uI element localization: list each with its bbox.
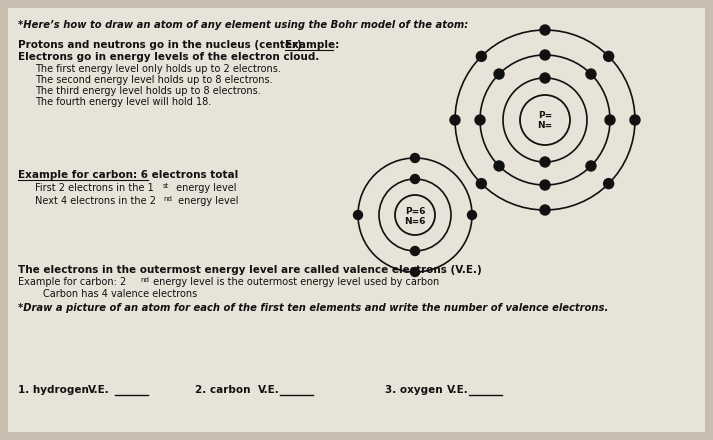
Circle shape [476,179,486,189]
Text: 1. hydrogen: 1. hydrogen [18,385,89,395]
Text: V.E.: V.E. [88,385,110,395]
Circle shape [540,73,550,83]
Circle shape [411,175,419,183]
Circle shape [520,95,570,145]
Circle shape [586,161,596,171]
Text: 3. oxygen: 3. oxygen [385,385,443,395]
Text: The third energy level holds up to 8 electrons.: The third energy level holds up to 8 ele… [35,86,261,96]
Circle shape [475,115,485,125]
Text: Example for carbon: 6 electrons total: Example for carbon: 6 electrons total [18,170,238,180]
Text: V.E.: V.E. [258,385,279,395]
Text: 2. carbon: 2. carbon [195,385,250,395]
Text: First 2 electrons in the 1: First 2 electrons in the 1 [35,183,154,193]
Text: The first energy level only holds up to 2 electrons.: The first energy level only holds up to … [35,64,281,74]
Circle shape [476,51,486,61]
Text: P=: P= [538,111,552,121]
Circle shape [468,210,476,220]
FancyBboxPatch shape [8,8,705,432]
Circle shape [604,51,614,61]
Text: The second energy level holds up to 8 electrons.: The second energy level holds up to 8 el… [35,75,272,85]
Text: The electrons in the outermost energy level are called valence electrons (V.E.): The electrons in the outermost energy le… [18,265,482,275]
Circle shape [540,50,550,60]
Circle shape [604,179,614,189]
Circle shape [411,246,419,256]
Circle shape [450,115,460,125]
Text: energy level: energy level [175,196,239,206]
Circle shape [586,69,596,79]
Text: Electrons go in energy levels of the electron cloud.: Electrons go in energy levels of the ele… [18,52,319,62]
Text: Carbon has 4 valence electrons: Carbon has 4 valence electrons [18,289,198,299]
Text: st: st [163,183,170,189]
Text: The fourth energy level will hold 18.: The fourth energy level will hold 18. [35,97,211,107]
Text: Next 4 electrons in the 2: Next 4 electrons in the 2 [35,196,156,206]
Text: Example:: Example: [285,40,339,50]
Circle shape [411,154,419,162]
Text: *Draw a picture of an atom for each of the first ten elements and write the numb: *Draw a picture of an atom for each of t… [18,303,608,313]
Text: N=6: N=6 [404,216,426,225]
Text: N=: N= [538,121,553,131]
Circle shape [540,157,550,167]
Circle shape [605,115,615,125]
Circle shape [395,195,435,235]
Circle shape [494,161,504,171]
Text: V.E.: V.E. [447,385,468,395]
Text: *Here’s how to draw an atom of any element using the Bohr model of the atom:: *Here’s how to draw an atom of any eleme… [18,20,468,30]
Circle shape [540,205,550,215]
Text: energy level: energy level [173,183,237,193]
Circle shape [494,69,504,79]
Circle shape [411,268,419,276]
Text: Example for carbon: 2: Example for carbon: 2 [18,277,126,287]
Circle shape [540,180,550,190]
Circle shape [540,25,550,35]
Circle shape [354,210,362,220]
Text: Protons and neutrons go in the nucleus (center).: Protons and neutrons go in the nucleus (… [18,40,306,50]
Circle shape [630,115,640,125]
Text: nd: nd [140,277,149,283]
Text: nd: nd [163,196,172,202]
Text: P=6: P=6 [405,206,425,216]
Text: energy level is the outermost energy level used by carbon: energy level is the outermost energy lev… [150,277,439,287]
